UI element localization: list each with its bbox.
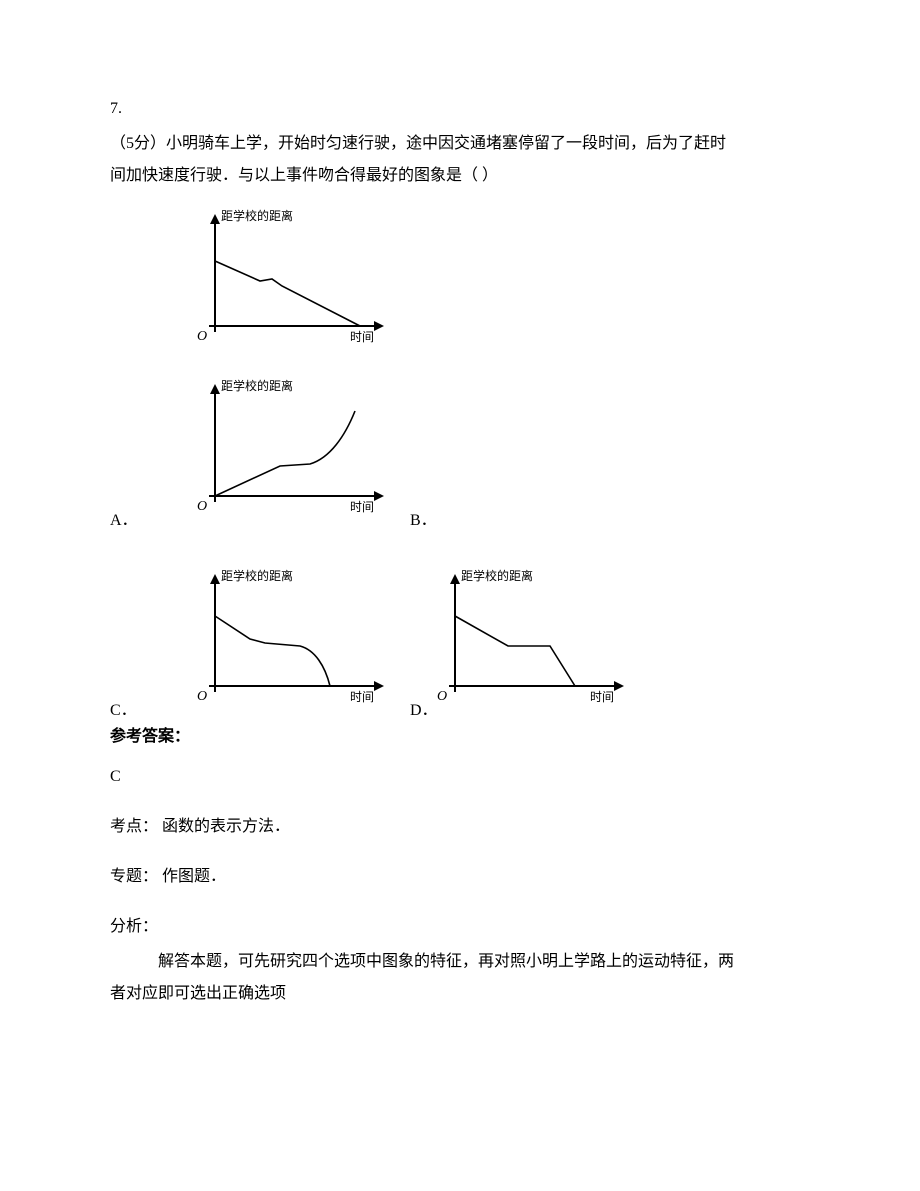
svg-text:O: O — [197, 329, 207, 344]
special-label: 专题： — [110, 868, 158, 885]
svg-text:时间: 时间 — [590, 690, 614, 704]
page: 7. （5分）小明骑车上学，开始时匀速行驶，途中因交通堵塞停留了一段时间，后为了… — [0, 0, 920, 1191]
svg-text:时间: 时间 — [350, 690, 374, 704]
topic-line: 考点： 函数的表示方法． — [110, 812, 810, 836]
svg-text:时间: 时间 — [350, 500, 374, 514]
analysis-text: 解答本题，可先研究四个选项中图象的特征，再对照小明上学路上的运动特征，两 者对应… — [110, 946, 810, 1010]
graph-B: 距学校的距离时间 O — [180, 376, 400, 516]
graph-A: 距学校的距离时间 O — [180, 206, 400, 346]
question-number: 7. — [110, 100, 810, 118]
graph-D: 距学校的距离时间 O — [420, 566, 640, 706]
topic-label: 考点： — [110, 818, 158, 835]
question-line-1: （5分）小明骑车上学，开始时匀速行驶，途中因交通堵塞停留了一段时间，后为了赶时 — [110, 135, 726, 152]
svg-text:O: O — [197, 689, 207, 704]
option-label-D: D． — [410, 696, 438, 720]
svg-text:O: O — [437, 689, 447, 704]
svg-text:距学校的距离: 距学校的距离 — [221, 208, 293, 223]
svg-text:O: O — [197, 499, 207, 514]
question-text: （5分）小明骑车上学，开始时匀速行驶，途中因交通堵塞停留了一段时间，后为了赶时 … — [110, 128, 810, 192]
topic-value: 函数的表示方法． — [162, 818, 290, 835]
analysis-label: 分析： — [110, 912, 810, 936]
analysis-line-2: 者对应即可选出正确选项 — [110, 985, 286, 1002]
svg-text:距学校的距离: 距学校的距离 — [221, 568, 293, 583]
analysis-line-1: 解答本题，可先研究四个选项中图象的特征，再对照小明上学路上的运动特征，两 — [158, 953, 734, 970]
svg-text:距学校的距离: 距学校的距离 — [221, 378, 293, 393]
answer-letter: C — [110, 768, 810, 786]
option-label-B: B． — [410, 506, 437, 530]
answer-section: 参考答案： C 考点： 函数的表示方法． 专题： 作图题． 分析： 解答本题，可… — [110, 722, 810, 1010]
special-value: 作图题． — [162, 868, 226, 885]
svg-text:时间: 时间 — [350, 330, 374, 344]
graphs-block: 距学校的距离时间OA．距学校的距离时间OB．距学校的距离时间OC．距学校的距离时… — [110, 206, 810, 706]
graph-C: 距学校的距离时间 O — [180, 566, 400, 706]
option-label-A: A． — [110, 506, 138, 530]
special-line: 专题： 作图题． — [110, 862, 810, 886]
svg-text:距学校的距离: 距学校的距离 — [461, 568, 533, 583]
option-label-C: C． — [110, 696, 137, 720]
answer-heading: 参考答案： — [110, 722, 810, 746]
question-line-2: 间加快速度行驶．与以上事件吻合得最好的图象是（ ） — [110, 167, 498, 184]
